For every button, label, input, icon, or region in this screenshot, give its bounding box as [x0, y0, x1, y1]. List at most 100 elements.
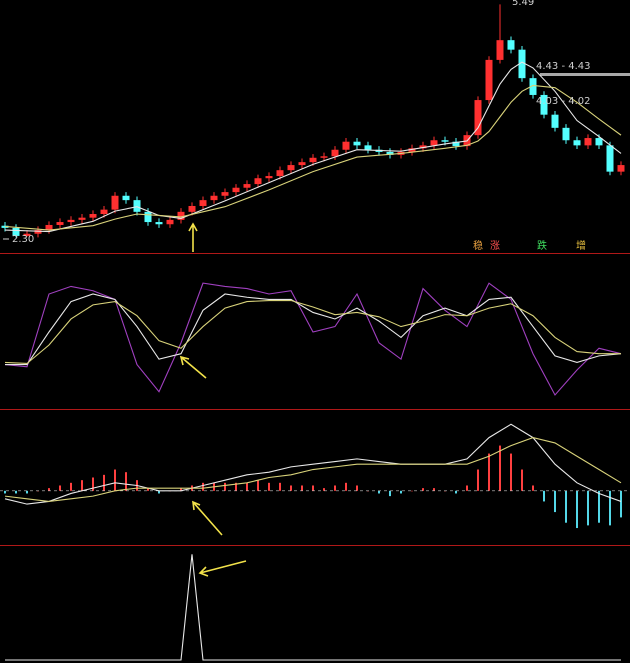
histogram-bar: [334, 485, 336, 491]
candle-body: [89, 214, 97, 218]
histogram-bar: [521, 469, 523, 491]
candle-body: [595, 138, 603, 146]
annotation: 涨: [490, 240, 500, 252]
histogram-bar: [455, 490, 457, 494]
histogram-bar: [70, 482, 72, 491]
histogram-bar: [576, 490, 578, 529]
histogram-bar: [158, 490, 160, 494]
annotation: 4.03 - 4.02: [536, 96, 591, 107]
indicator-line: [4, 299, 621, 365]
arrow: [188, 222, 198, 252]
histogram-bar: [400, 490, 402, 494]
candle-body: [155, 222, 163, 225]
candle-body: [287, 165, 295, 171]
candle-body: [34, 230, 42, 234]
candle-body: [452, 141, 460, 147]
histogram-bar: [411, 490, 413, 492]
histogram-bar: [378, 490, 380, 494]
histogram-bar: [125, 472, 127, 491]
indicator-line: [4, 61, 622, 233]
histogram-bar: [26, 490, 28, 494]
candle-body: [100, 209, 108, 215]
histogram-bar: [257, 480, 259, 491]
arrow: [179, 355, 207, 379]
histogram-bar: [180, 488, 182, 491]
candle-body: [111, 195, 119, 210]
candle-body: [133, 200, 141, 212]
histogram-bar: [312, 485, 314, 491]
candle-body: [496, 40, 504, 60]
histogram-bar: [81, 480, 83, 491]
histogram-bar: [345, 482, 347, 491]
candle-body: [320, 156, 328, 158]
candle-body: [364, 145, 372, 150]
candle-body: [441, 140, 449, 142]
histogram-bar: [59, 485, 61, 491]
candle-body: [144, 211, 152, 223]
histogram-bar: [510, 453, 512, 491]
candle-body: [232, 187, 240, 193]
histogram-bar: [301, 485, 303, 491]
histogram-bar: [246, 482, 248, 491]
indicator-line: [4, 282, 622, 396]
histogram-bar: [433, 488, 435, 491]
histogram-bar: [202, 482, 204, 491]
histogram-bar: [268, 482, 270, 491]
candle-body: [23, 233, 31, 236]
histogram-bar: [114, 469, 116, 491]
candle-body: [419, 145, 427, 149]
histogram-bar: [499, 445, 501, 491]
histogram-bar: [103, 474, 105, 491]
candle-body: [56, 222, 64, 225]
annotation: 2.30: [12, 234, 34, 245]
candle-body: [584, 138, 592, 146]
candle-body: [122, 195, 130, 201]
annotation: 5.49: [512, 0, 534, 8]
candle-body: [221, 192, 229, 196]
candle-body: [78, 217, 86, 220]
histogram-bar: [224, 482, 226, 491]
arrow: [192, 500, 223, 536]
candle-body: [430, 140, 438, 146]
indicator-line: [4, 437, 622, 502]
histogram-bar: [554, 490, 556, 513]
histogram-bar: [609, 490, 611, 526]
candle-body: [166, 219, 174, 225]
candle-body: [177, 211, 185, 220]
histogram-bar: [323, 488, 325, 491]
histogram-bar: [279, 482, 281, 491]
candle-body: [309, 157, 317, 163]
histogram-bar: [466, 485, 468, 491]
histogram-bar: [565, 490, 567, 523]
candle-body: [606, 145, 614, 172]
histogram-bar: [48, 488, 50, 491]
histogram-bar: [15, 490, 17, 494]
candle-body: [529, 78, 537, 95]
indicator-line: [5, 293, 622, 366]
candle-body: [617, 165, 625, 172]
histogram-bar: [389, 490, 391, 497]
candle-body: [474, 100, 482, 136]
indicator-line: [4, 423, 622, 505]
histogram-bar: [488, 453, 490, 491]
candle-body: [408, 148, 416, 152]
annotation: 增: [576, 239, 586, 252]
histogram-bar: [147, 488, 149, 491]
annotation: 4.43 - 4.43: [536, 61, 591, 72]
histogram-bar: [422, 488, 424, 491]
candle-body: [353, 141, 361, 146]
histogram-bar: [598, 490, 600, 523]
candle-body: [67, 219, 75, 223]
candle-body: [188, 205, 196, 212]
indicator-line: [4, 84, 622, 231]
candle-body: [386, 151, 394, 155]
candle-body: [518, 49, 526, 79]
arrows: [179, 222, 247, 577]
annotation: 稳: [473, 239, 483, 252]
candle-body: [265, 176, 273, 179]
candle-body: [199, 200, 207, 206]
histogram-bar: [92, 477, 94, 491]
candle-body: [210, 195, 218, 201]
candle-body: [254, 178, 262, 185]
